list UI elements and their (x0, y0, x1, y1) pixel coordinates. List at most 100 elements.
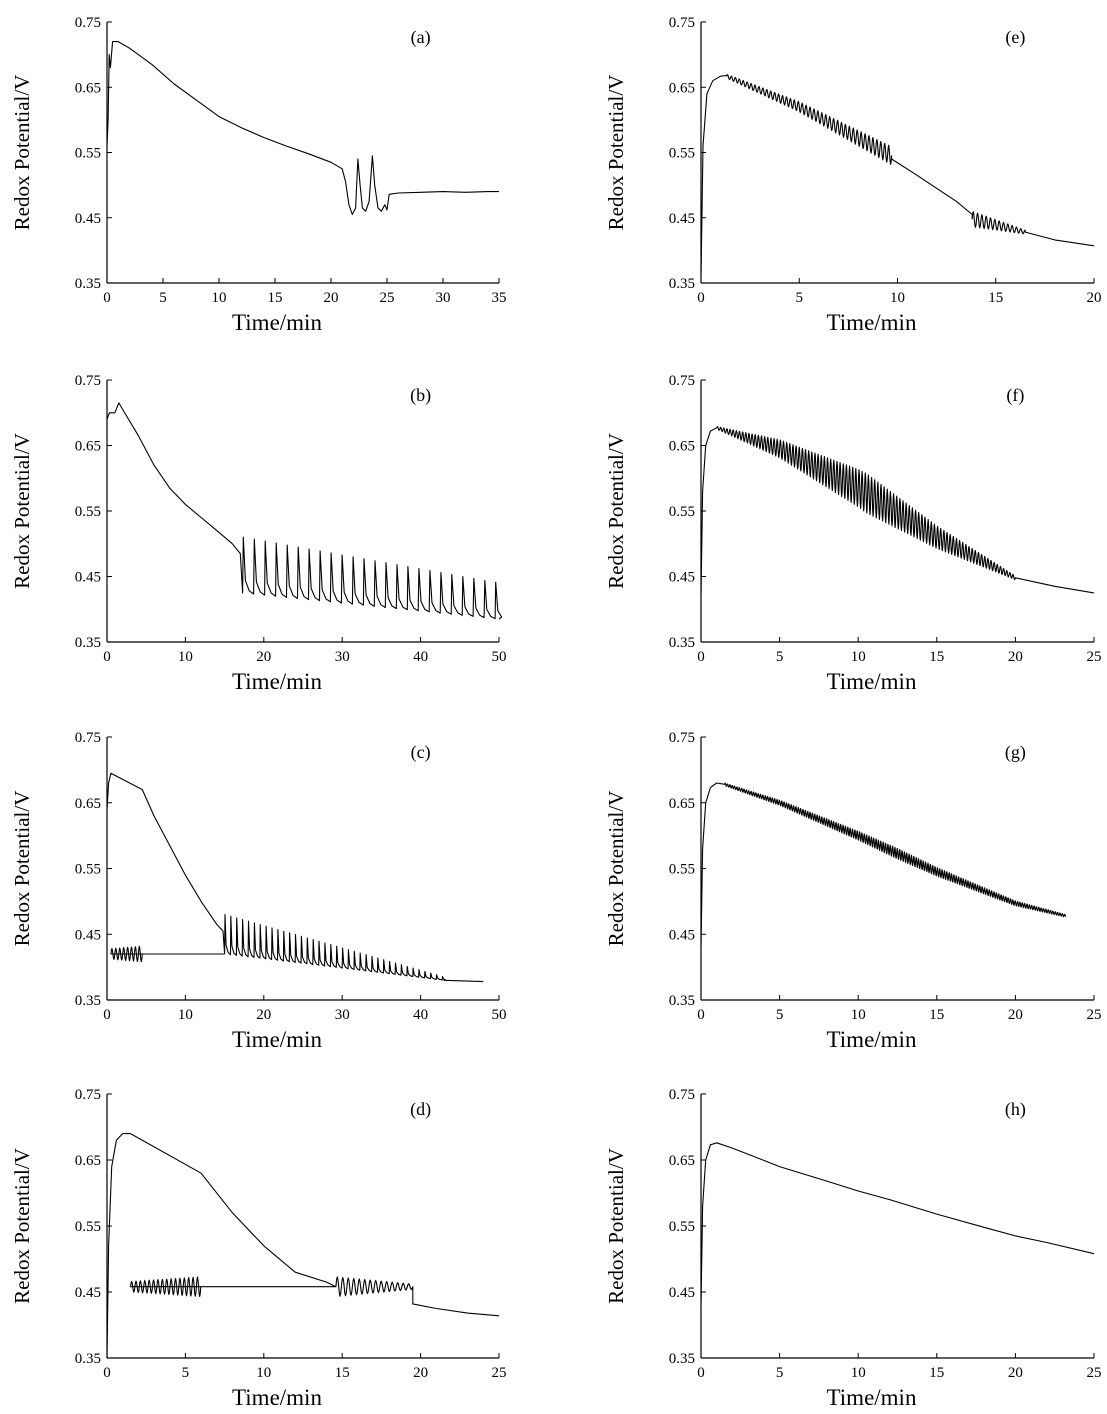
x-axis-title: Time/min (232, 669, 322, 694)
chart-panel: 0.35 0.45 0.55 0.65 0.75 0 5 10 15 20 25 Time/min Re… (604, 730, 1102, 1052)
y-tick-label: 0.65 (75, 439, 101, 455)
x-tick-label: 0 (697, 1365, 705, 1381)
series-line (106, 41, 499, 216)
series-line (700, 74, 1095, 277)
y-axis-title: Redox Potential/V (604, 75, 628, 231)
panel-label: (c) (411, 742, 431, 763)
x-tick-label: 0 (103, 1365, 111, 1381)
panel-label: (a) (411, 27, 431, 48)
y-tick-label: 0.35 (669, 993, 695, 1009)
x-tick-label: 5 (796, 290, 804, 306)
y-tick-label: 0.45 (669, 211, 695, 227)
y-tick-label: 0.55 (75, 504, 101, 520)
x-tick-label: 50 (492, 1007, 507, 1023)
x-tick-label: 15 (929, 649, 944, 665)
x-tick-label: 20 (413, 1365, 428, 1381)
x-tick-label: 15 (929, 1007, 944, 1023)
y-tick-label: 0.75 (75, 15, 101, 31)
y-tick-label: 0.45 (669, 1285, 695, 1301)
y-tick-label: 0.55 (669, 1219, 695, 1235)
y-tick-label: 0.45 (75, 211, 101, 227)
x-tick-label: 10 (851, 649, 866, 665)
panel-label: (g) (1005, 742, 1026, 763)
y-tick-label: 0.35 (75, 1351, 101, 1367)
x-axis-title: Time/min (232, 1385, 322, 1410)
chart-panel: 0.35 0.45 0.55 0.65 0.75 0 10 20 30 40 50 Time/min R… (10, 373, 507, 694)
y-tick-label: 0.75 (75, 730, 101, 746)
x-tick-label: 15 (268, 290, 283, 306)
series-line (106, 1133, 500, 1359)
x-tick-label: 10 (851, 1007, 866, 1023)
y-axis-title: Redox Potential/V (10, 433, 34, 589)
x-tick-label: 25 (1087, 1007, 1102, 1023)
y-tick-label: 0.75 (75, 1087, 101, 1103)
x-tick-label: 10 (212, 290, 227, 306)
y-tick-label: 0.65 (669, 439, 695, 455)
x-axis-title: Time/min (827, 669, 917, 694)
y-tick-label: 0.55 (75, 862, 101, 878)
x-tick-label: 15 (335, 1365, 350, 1381)
x-tick-label: 20 (1008, 1007, 1023, 1023)
y-tick-label: 0.55 (669, 862, 695, 878)
x-tick-label: 25 (380, 290, 395, 306)
x-tick-label: 30 (335, 649, 350, 665)
y-tick-label: 0.45 (75, 570, 101, 586)
chart-panel: 0.35 0.45 0.55 0.65 0.75 0 5 10 15 20 25 Time/min Re… (604, 373, 1102, 694)
y-tick-label: 0.65 (75, 796, 101, 812)
y-tick-label: 0.35 (669, 1351, 695, 1367)
y-axis-title: Redox Potential/V (10, 1148, 34, 1304)
y-tick-label: 0.45 (75, 927, 101, 943)
panel-label: (d) (410, 1099, 431, 1120)
x-tick-label: 40 (413, 649, 428, 665)
series-line (106, 402, 503, 620)
x-tick-label: 0 (697, 649, 705, 665)
y-tick-label: 0.35 (75, 635, 101, 651)
x-tick-label: 15 (988, 290, 1003, 306)
y-tick-label: 0.45 (75, 1285, 101, 1301)
chart-panel: 0.35 0.45 0.55 0.65 0.75 0 5 10 15 20 25 Time/min Re… (10, 1087, 507, 1410)
y-tick-label: 0.65 (669, 1153, 695, 1169)
y-tick-label: 0.45 (669, 570, 695, 586)
y-tick-label: 0.75 (669, 1087, 695, 1103)
x-tick-label: 0 (103, 1007, 111, 1023)
y-axis-title: Redox Potential/V (604, 791, 628, 947)
y-tick-label: 0.75 (669, 15, 695, 31)
x-tick-label: 20 (1008, 1365, 1023, 1381)
x-tick-label: 5 (776, 649, 784, 665)
x-tick-label: 40 (413, 1007, 428, 1023)
x-tick-label: 5 (776, 1365, 784, 1381)
x-tick-label: 5 (776, 1007, 784, 1023)
y-axis-title: Redox Potential/V (604, 433, 628, 589)
y-axis-title: Redox Potential/V (604, 1148, 628, 1304)
x-tick-label: 30 (335, 1007, 350, 1023)
y-axis-title: Redox Potential/V (10, 791, 34, 947)
y-tick-label: 0.75 (669, 730, 695, 746)
chart-panel: 0.35 0.45 0.55 0.65 0.75 0 10 20 30 40 50 Time/min R… (10, 730, 507, 1052)
x-tick-label: 5 (182, 1365, 190, 1381)
y-tick-label: 0.35 (75, 993, 101, 1009)
y-tick-label: 0.35 (669, 276, 695, 292)
x-tick-label: 35 (492, 290, 507, 306)
y-tick-label: 0.65 (75, 80, 101, 96)
y-tick-label: 0.75 (75, 373, 101, 389)
x-axis-title: Time/min (232, 310, 322, 335)
y-tick-label: 0.75 (669, 373, 695, 389)
x-tick-label: 50 (492, 649, 507, 665)
x-tick-label: 20 (1087, 290, 1102, 306)
chart-panel: 0.35 0.45 0.55 0.65 0.75 0 5 10 15 20 Time/min Redo… (604, 15, 1102, 335)
panel-label: (f) (1006, 385, 1024, 406)
x-tick-label: 0 (103, 649, 111, 665)
chart-panel: 0.35 0.45 0.55 0.65 0.75 0 5 10 15 20 25 30 35 Time/m… (10, 15, 507, 335)
y-tick-label: 0.55 (75, 1219, 101, 1235)
series-line (106, 772, 484, 983)
chart-panel: 0.35 0.45 0.55 0.65 0.75 0 5 10 15 20 25 Time/min Re… (604, 1087, 1102, 1410)
y-axis-title: Redox Potential/V (10, 75, 34, 231)
series-line (700, 426, 1095, 597)
x-axis-title: Time/min (827, 1385, 917, 1410)
series-line (700, 1142, 1095, 1306)
x-tick-label: 20 (324, 290, 339, 306)
x-axis-title: Time/min (827, 1027, 917, 1052)
y-tick-label: 0.55 (669, 504, 695, 520)
y-tick-label: 0.65 (75, 1153, 101, 1169)
